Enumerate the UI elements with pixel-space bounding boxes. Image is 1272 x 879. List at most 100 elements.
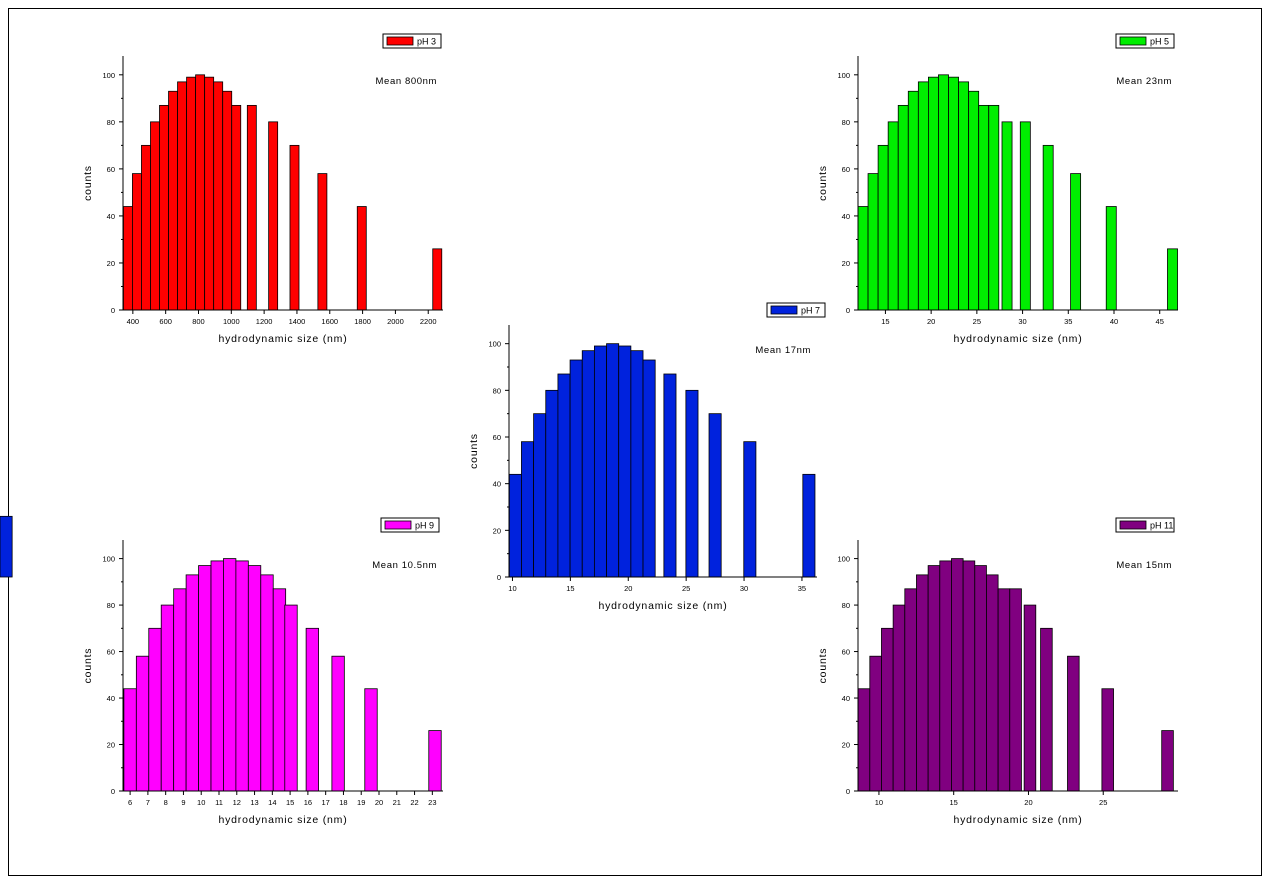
x-tick-label: 20 — [927, 317, 935, 326]
bar — [968, 90, 980, 311]
bar — [685, 389, 699, 578]
y-tick-label: 0 — [111, 306, 115, 315]
bar — [268, 121, 279, 311]
bar — [917, 81, 929, 311]
bar — [877, 144, 889, 311]
x-tick-label: 1800 — [354, 317, 371, 326]
bar — [1009, 588, 1022, 792]
y-tick-label: 20 — [842, 259, 850, 268]
y-axis-label: counts — [817, 165, 829, 201]
bar — [331, 655, 345, 792]
legend-swatch — [1119, 520, 1147, 530]
bar — [148, 627, 162, 792]
y-tick-label: 0 — [111, 787, 115, 796]
x-tick-label: 25 — [1099, 798, 1107, 807]
x-tick-label: 600 — [159, 317, 172, 326]
bar — [630, 350, 644, 578]
bar — [881, 627, 894, 792]
x-tick-label: 8 — [164, 798, 168, 807]
x-tick-label: 20 — [1024, 798, 1032, 807]
legend-label: pH 7 — [801, 306, 820, 316]
bar — [141, 144, 151, 311]
y-tick-label: 20 — [493, 526, 501, 535]
x-tick-label: 20 — [624, 584, 632, 593]
bar — [927, 565, 941, 792]
x-tick-label: 15 — [566, 584, 574, 593]
bar — [892, 604, 906, 792]
y-tick-label: 80 — [842, 118, 850, 127]
x-axis-label: hydrodynamic size (nm) — [218, 333, 347, 345]
y-tick-label: 0 — [846, 787, 850, 796]
y-tick-label: 80 — [107, 601, 115, 610]
bar — [428, 730, 442, 792]
x-tick-label: 15 — [881, 317, 889, 326]
y-tick-label: 40 — [107, 212, 115, 221]
bar — [284, 604, 298, 792]
x-tick-label: 12 — [233, 798, 241, 807]
bar — [857, 206, 869, 311]
y-axis-label: counts — [817, 648, 829, 684]
y-axis-label: counts — [82, 648, 94, 684]
bar — [974, 565, 987, 792]
chart-panel-3: 0 20 40 60 80 100 10 15 20 25 30 35 hydrodynamic siz… — [0, 302, 826, 612]
x-tick-label: 20 — [375, 798, 383, 807]
bar — [569, 359, 583, 578]
legend: pH 5 — [1115, 33, 1175, 49]
bar — [177, 81, 187, 311]
x-tick-label: 400 — [127, 317, 140, 326]
bar — [210, 560, 224, 792]
bar — [432, 248, 443, 311]
figure-frame — [8, 8, 1262, 876]
x-tick-label: 25 — [682, 584, 690, 593]
bar — [1040, 627, 1053, 792]
bar — [938, 74, 949, 311]
bar — [195, 74, 206, 311]
legend-swatch — [1119, 36, 1147, 46]
bar — [305, 627, 319, 792]
x-tick-label: 1600 — [321, 317, 338, 326]
chart-panel-2: 0 20 40 60 80 100 15 20 25 30 35 40 45 hydrodynamic s… — [817, 33, 1178, 345]
bar — [246, 104, 257, 311]
legend-label: pH 9 — [415, 521, 434, 531]
x-tick-label: 15 — [950, 798, 958, 807]
bar — [186, 76, 197, 311]
chart-panel-4: 0 20 40 60 80 100 6 7 8 9 10 11 12 13 14 15 16 17 18 19 20 21… — [82, 517, 443, 826]
bar — [272, 588, 287, 792]
y-tick-label: 60 — [842, 165, 850, 174]
bar — [173, 588, 187, 792]
mean-annotation: Mean 10.5nm — [372, 560, 437, 571]
bar — [802, 473, 816, 578]
bar — [887, 121, 899, 311]
y-tick-label: 100 — [837, 71, 850, 80]
y-tick-label: 20 — [842, 741, 850, 750]
bar — [948, 76, 959, 311]
x-tick-label: 1000 — [223, 317, 240, 326]
mean-annotation: Mean 800nm — [376, 76, 437, 87]
y-tick-label: 40 — [107, 694, 115, 703]
bar — [907, 90, 919, 311]
bar — [198, 565, 212, 792]
x-tick-label: 10 — [508, 584, 516, 593]
bar — [356, 206, 367, 311]
mean-annotation: Mean 23nm — [1116, 76, 1172, 87]
bar — [986, 574, 999, 792]
x-tick-label: 22 — [410, 798, 418, 807]
y-tick-label: 80 — [842, 601, 850, 610]
bar — [1023, 604, 1037, 792]
x-tick-label: 1400 — [289, 317, 306, 326]
bar — [0, 515, 13, 578]
x-tick-label: 10 — [197, 798, 205, 807]
y-tick-label: 100 — [102, 71, 115, 80]
bar — [663, 373, 677, 578]
x-tick-label: 13 — [250, 798, 258, 807]
bar — [185, 574, 199, 792]
x-tick-label: 6 — [128, 798, 132, 807]
y-tick-label: 100 — [488, 340, 501, 349]
bar — [1070, 173, 1082, 311]
y-tick-label: 60 — [493, 433, 501, 442]
y-tick-label: 100 — [837, 555, 850, 564]
bar — [545, 389, 559, 578]
x-axis-label: hydrodynamic size (nm) — [598, 600, 727, 612]
legend: pH 3 — [382, 33, 442, 49]
